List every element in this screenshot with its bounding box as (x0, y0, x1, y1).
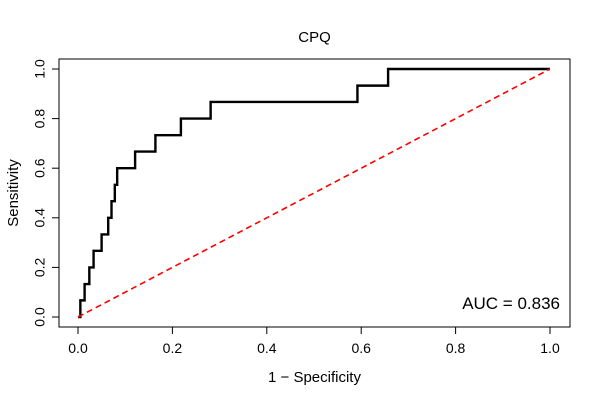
roc-curve (78, 67, 550, 319)
x-tick-label: 0.8 (446, 340, 466, 356)
x-tick-label: 1.0 (540, 340, 560, 356)
chart-title: CPQ (298, 29, 331, 46)
x-axis-label: 1 − Specificity (268, 369, 361, 386)
y-tick-label: 1.0 (32, 59, 48, 79)
y-tick-label: 0.8 (32, 109, 48, 129)
x-tick-label: 0.6 (351, 340, 371, 356)
y-tick-label: 0.2 (32, 257, 48, 277)
series-layer (77, 67, 551, 319)
x-tick-label: 0.2 (163, 340, 183, 356)
x-axis: 0.0 0.2 0.4 0.6 0.8 1.0 (68, 326, 560, 356)
x-tick-label: 0.0 (68, 340, 88, 356)
x-tick-label: 0.4 (257, 340, 277, 356)
y-axis: 0.0 0.2 0.4 0.6 0.8 1.0 (32, 59, 60, 327)
y-tick-label: 0.6 (32, 158, 48, 178)
reference-diagonal-line (77, 68, 551, 318)
auc-annotation: AUC = 0.836 (462, 294, 560, 313)
y-axis-label: Sensitivity (5, 159, 22, 227)
y-tick-label: 0.4 (32, 208, 48, 228)
y-tick-label: 0.0 (32, 307, 48, 327)
